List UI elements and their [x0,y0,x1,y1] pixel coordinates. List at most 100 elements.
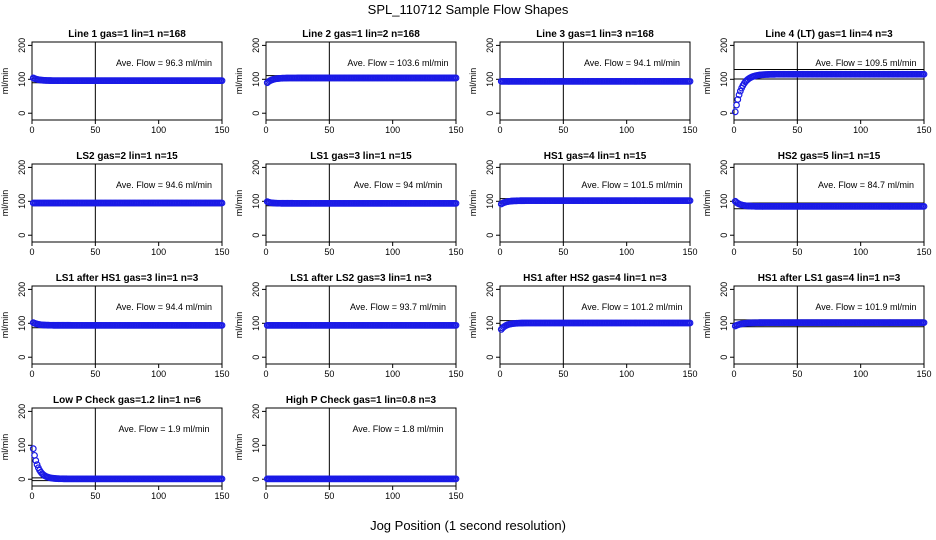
panel-title: LS2 gas=2 lin=1 n=15 [76,151,178,162]
x-tick-label: 100 [151,125,166,135]
panel-title: Line 2 gas=1 lin=2 n=168 [302,29,420,40]
data-point [218,321,226,329]
panel-6: LS1 gas=3 lin=1 n=15 0 50 100 150 0 100 200 ml/m… [234,151,464,257]
y-tick-label: 200 [719,282,729,297]
average-flow-annotation: Ave. Flow = 109.5 ml/min [815,58,916,68]
x-tick-label: 150 [448,125,463,135]
x-tick-label: 50 [558,247,568,257]
plot-frame [265,407,457,487]
y-tick-label: 200 [485,160,495,175]
y-tick-label: 0 [719,111,729,116]
panel-title: LS1 after LS2 gas=3 lin=1 n=3 [290,273,432,284]
data-point [33,461,41,469]
average-flow-annotation: Ave. Flow = 94.4 ml/min [116,302,212,312]
y-tick-label: 200 [251,404,261,419]
figure-title: SPL_110712 Sample Flow Shapes [367,2,569,17]
x-tick-label: 150 [214,369,229,379]
x-tick-label: 100 [151,491,166,501]
y-axis-label: ml/min [234,434,244,461]
plot-frame [31,407,223,487]
data-point [452,74,460,82]
x-tick-label: 150 [448,491,463,501]
average-flow-annotation: Ave. Flow = 96.3 ml/min [116,58,212,68]
panel-13: Low P Check gas=1.2 lin=1 n=6 0 50 100 150 0 1… [0,395,230,501]
y-tick-label: 100 [719,316,729,331]
panel-2: Line 2 gas=1 lin=2 n=168 0 50 100 150 0 100 200… [234,29,464,135]
panel-title: LS1 gas=3 lin=1 n=15 [310,151,412,162]
data-point [733,101,740,109]
data-point [920,202,928,210]
average-flow-annotation: Ave. Flow = 101.5 ml/min [581,180,682,190]
panel-12: HS1 after LS1 gas=4 lin=1 n=3 0 50 100 150 0 1… [702,273,932,379]
x-tick-label: 50 [558,369,568,379]
x-tick-label: 150 [448,247,463,257]
y-axis-label: ml/min [468,68,478,95]
x-tick-label: 150 [682,125,697,135]
y-tick-label: 200 [17,38,27,53]
panel-9: LS1 after HS1 gas=3 lin=1 n=3 0 50 100 150 0 1… [0,273,230,379]
data-point [452,321,460,329]
y-tick-label: 100 [17,438,27,453]
data-point [686,319,694,327]
data-point [686,77,694,85]
panel-14: High P Check gas=1 lin=0.8 n=3 0 50 100 150 0… [234,395,464,501]
y-tick-label: 100 [17,316,27,331]
y-tick-label: 0 [485,355,495,360]
data-point [452,475,460,483]
x-tick-label: 150 [916,125,931,135]
data-point [920,319,928,327]
panel-4: Line 4 (LT) gas=1 lin=4 n=3 0 50 100 150 0 100… [702,29,932,135]
y-tick-label: 200 [485,38,495,53]
x-tick-label: 50 [90,247,100,257]
x-tick-label: 100 [385,369,400,379]
y-tick-label: 0 [251,233,261,238]
y-axis-label: ml/min [702,68,712,95]
y-axis-label: ml/min [0,190,10,217]
y-axis-label: ml/min [234,68,244,95]
x-tick-label: 0 [731,247,736,257]
panel-title: Line 4 (LT) gas=1 lin=4 n=3 [765,29,893,40]
panel-title: HS2 gas=5 lin=1 n=15 [778,151,881,162]
x-tick-label: 50 [792,125,802,135]
data-point [29,445,37,453]
panel-8: HS2 gas=5 lin=1 n=15 0 50 100 150 0 100 200 ml/m… [702,151,932,257]
x-tick-label: 50 [90,125,100,135]
y-tick-label: 0 [17,355,27,360]
y-tick-label: 100 [251,438,261,453]
x-tick-label: 150 [916,247,931,257]
x-tick-label: 100 [151,247,166,257]
x-tick-label: 150 [916,369,931,379]
x-tick-label: 50 [792,369,802,379]
y-axis-label: ml/min [468,312,478,339]
average-flow-annotation: Ave. Flow = 94 ml/min [354,180,443,190]
y-tick-label: 0 [485,233,495,238]
x-tick-label: 0 [29,125,34,135]
y-axis-label: ml/min [0,312,10,339]
y-tick-label: 200 [17,160,27,175]
x-tick-label: 0 [263,491,268,501]
y-tick-label: 200 [251,160,261,175]
y-tick-label: 0 [485,111,495,116]
data-point [686,197,694,205]
y-tick-label: 0 [251,111,261,116]
x-tick-label: 0 [731,369,736,379]
panel-title: Line 1 gas=1 lin=1 n=168 [68,29,186,40]
panel-10: LS1 after LS2 gas=3 lin=1 n=3 0 50 100 150 0 1… [234,273,464,379]
x-tick-label: 50 [324,491,334,501]
y-tick-label: 0 [17,111,27,116]
y-tick-label: 100 [485,72,495,87]
data-point [218,475,226,483]
y-tick-label: 0 [719,233,729,238]
panel-title: Low P Check gas=1.2 lin=1 n=6 [53,395,201,406]
x-tick-label: 0 [497,125,502,135]
data-point [731,108,739,116]
x-tick-label: 100 [151,369,166,379]
x-tick-label: 0 [263,369,268,379]
y-axis-label: ml/min [468,190,478,217]
x-tick-label: 50 [324,247,334,257]
x-tick-label: 50 [558,125,568,135]
x-tick-label: 100 [619,125,634,135]
data-point [736,87,744,95]
